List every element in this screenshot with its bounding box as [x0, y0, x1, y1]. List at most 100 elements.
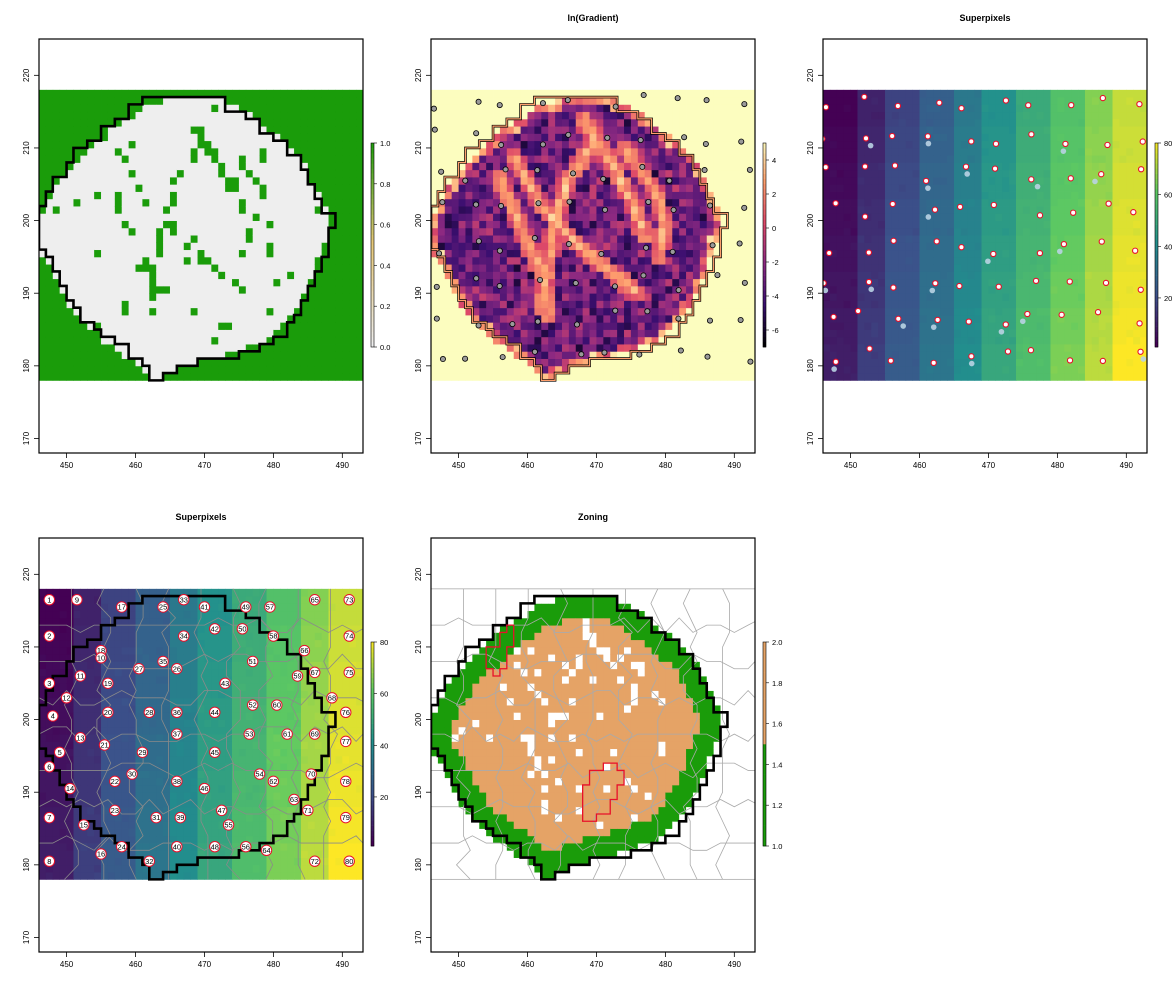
raster-cell: [857, 111, 865, 120]
raster-cell: [651, 133, 659, 142]
raster-cell: [513, 162, 522, 171]
raster-cell: [142, 242, 150, 251]
raster-cell: [672, 162, 680, 171]
raster-cell: [637, 278, 646, 287]
raster-cell: [823, 242, 831, 251]
raster-cell: [905, 206, 914, 214]
raster-cell: [190, 300, 198, 309]
raster-cell: [555, 249, 563, 258]
raster-cell: [342, 206, 350, 214]
raster-cell: [823, 264, 831, 272]
seed-point: [681, 134, 688, 141]
raster-cell: [548, 315, 556, 323]
raster-cell: [121, 351, 130, 359]
raster-cell: [561, 235, 570, 243]
raster-cell: [555, 278, 563, 287]
raster-cell: [52, 162, 61, 171]
raster-cell: [252, 278, 260, 287]
raster-cell: [458, 89, 466, 98]
raster-cell: [176, 373, 185, 381]
raster-cell: [190, 358, 198, 367]
raster-cell: [328, 213, 336, 221]
raster-cell: [706, 278, 715, 287]
raster-cell: [300, 235, 309, 243]
raster-cell: [981, 358, 989, 367]
raster-cell: [335, 213, 343, 221]
raster-cell: [437, 89, 446, 98]
raster-cell: [582, 278, 590, 287]
raster-cell: [575, 329, 584, 338]
raster-cell: [499, 285, 508, 294]
legend-swatch: [371, 194, 374, 200]
raster-cell: [294, 249, 302, 258]
raster-cell: [624, 329, 632, 338]
raster-cell: [741, 147, 749, 156]
raster-cell: [699, 336, 708, 345]
raster-cell: [349, 97, 357, 105]
raster-cell: [444, 293, 453, 301]
legend-swatch: [371, 280, 374, 287]
raster-cell: [101, 307, 109, 316]
raster-cell: [169, 256, 178, 265]
raster-cell: [610, 118, 618, 127]
raster-cell: [444, 191, 453, 200]
raster-cell: [905, 264, 914, 272]
raster-cell: [988, 293, 996, 301]
raster-cell: [238, 271, 247, 280]
raster-cell: [748, 322, 755, 330]
raster-cell: [857, 155, 865, 163]
raster-cell: [80, 329, 88, 338]
raster-cell: [898, 365, 907, 374]
raster-cell: [87, 104, 95, 113]
raster-cell: [506, 140, 515, 149]
raster-cell: [748, 184, 755, 192]
raster-cell: [843, 184, 851, 192]
raster-cell: [720, 198, 728, 207]
raster-cell: [307, 300, 316, 309]
raster-cell: [204, 344, 212, 352]
raster-cell: [891, 365, 900, 374]
raster-cell: [520, 177, 528, 185]
raster-cell: [458, 373, 466, 381]
raster-cell: [850, 256, 858, 265]
raster-cell: [748, 147, 755, 156]
raster-cell: [252, 213, 260, 221]
raster-cell: [204, 213, 212, 221]
raster-cell: [287, 264, 295, 272]
raster-cell: [238, 351, 247, 359]
raster-cell: [974, 169, 982, 178]
raster-cell: [637, 140, 646, 149]
raster-cell: [107, 285, 116, 294]
raster-cell: [610, 358, 618, 367]
raster-cell: [953, 133, 962, 142]
raster-cell: [45, 322, 54, 330]
raster-cell: [850, 307, 858, 316]
raster-cell: [960, 140, 969, 149]
raster-cell: [451, 365, 459, 374]
raster-cell: [169, 285, 178, 294]
raster-cell: [686, 155, 694, 163]
raster-cell: [624, 206, 632, 214]
raster-cell: [107, 336, 116, 345]
raster-cell: [981, 213, 989, 221]
raster-cell: [176, 300, 185, 309]
raster-cell: [568, 162, 577, 171]
raster-cell: [465, 140, 473, 149]
raster-cell: [94, 177, 102, 185]
raster-cell: [94, 191, 102, 200]
raster-cell: [238, 329, 247, 338]
raster-cell: [727, 300, 735, 309]
raster-cell: [548, 264, 556, 272]
raster-cell: [734, 329, 742, 338]
raster-cell: [80, 285, 88, 294]
raster-cell: [287, 344, 295, 352]
raster-cell: [294, 89, 302, 98]
raster-cell: [314, 140, 323, 149]
raster-cell: [734, 365, 742, 374]
raster-cell: [582, 249, 590, 258]
raster-cell: [472, 351, 480, 359]
raster-cell: [919, 140, 927, 149]
raster-cell: [300, 315, 309, 323]
seed-point: [473, 275, 480, 282]
raster-cell: [843, 373, 851, 381]
